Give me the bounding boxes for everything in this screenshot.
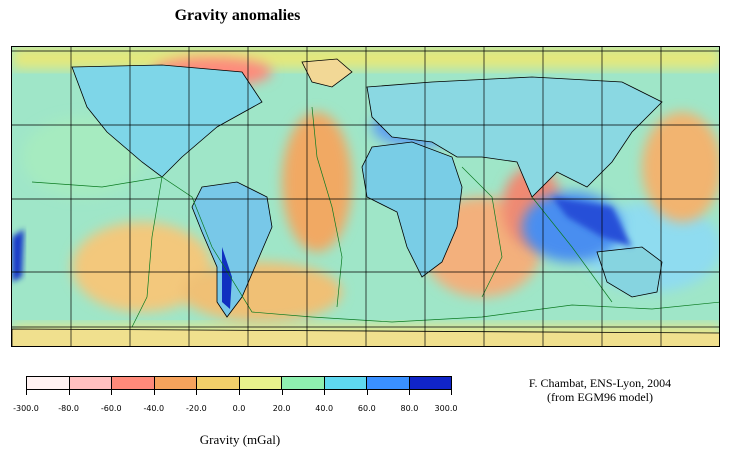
map-title: Gravity anomalies bbox=[174, 7, 301, 24]
colorbar-tick bbox=[111, 390, 113, 395]
plate-boundaries bbox=[31, 106, 719, 328]
colorbar-tick-label: -20.0 bbox=[186, 404, 207, 413]
colorbar-tick bbox=[68, 390, 70, 395]
colorbar-tick-label: 60.0 bbox=[357, 404, 376, 413]
continents bbox=[12, 58, 719, 346]
colorbar-segment bbox=[154, 377, 197, 389]
colorbar-segment bbox=[367, 377, 410, 389]
colorbar-ticks bbox=[26, 390, 452, 396]
colorbar-tick-label: 20.0 bbox=[272, 404, 291, 413]
colorbar-tick bbox=[409, 390, 411, 395]
colorbar-segment bbox=[27, 377, 70, 389]
colorbar-tick-label: -80.0 bbox=[58, 404, 79, 413]
colorbar-segment bbox=[282, 377, 325, 389]
colorbar-tick bbox=[26, 390, 27, 395]
colorbar-segment bbox=[239, 377, 282, 389]
colorbar-tick-labels: -300.0 -80.0 -60.0 -40.0 -20.0 0.0 20.0 … bbox=[13, 404, 457, 416]
colorbar-segment bbox=[69, 377, 112, 389]
credit-author: F. Chambat, ENS-Lyon, 2004 bbox=[528, 376, 672, 390]
colorbar-tick-label: -60.0 bbox=[100, 404, 122, 413]
map-canvas bbox=[12, 47, 719, 346]
colorbar-tick bbox=[196, 390, 198, 395]
colorbar-tick-label: -40.0 bbox=[143, 404, 165, 413]
colorbar-tick bbox=[366, 390, 368, 395]
colorbar-tick bbox=[281, 390, 283, 395]
credit-block: F. Chambat, ENS-Lyon, 2004 (from EGM96 m… bbox=[500, 376, 700, 404]
gravity-anomaly-map bbox=[11, 46, 720, 347]
credit-source: (from EGM96 model) bbox=[547, 390, 653, 404]
colorbar-segment bbox=[197, 377, 240, 389]
graticule bbox=[12, 47, 719, 346]
colorbar-tick-label: 0.0 bbox=[232, 404, 246, 413]
colorbar-tick-label: -300.0 bbox=[13, 404, 39, 413]
colorbar-tick bbox=[451, 390, 452, 395]
colorbar-unit-label: Gravity (mGal) bbox=[199, 432, 281, 447]
colorbar-tick bbox=[239, 390, 240, 395]
colorbar-segment bbox=[324, 377, 367, 389]
colorbar-segment bbox=[409, 377, 451, 389]
colorbar-tick bbox=[324, 390, 326, 395]
colorbar-tick-label: 80.0 bbox=[400, 404, 419, 413]
colorbar-tick-label: 40.0 bbox=[315, 404, 334, 413]
colorbar bbox=[26, 376, 452, 390]
colorbar-tick bbox=[153, 390, 155, 395]
colorbar-segment bbox=[112, 377, 155, 389]
colorbar-tick-label: 300.0 bbox=[434, 404, 458, 413]
